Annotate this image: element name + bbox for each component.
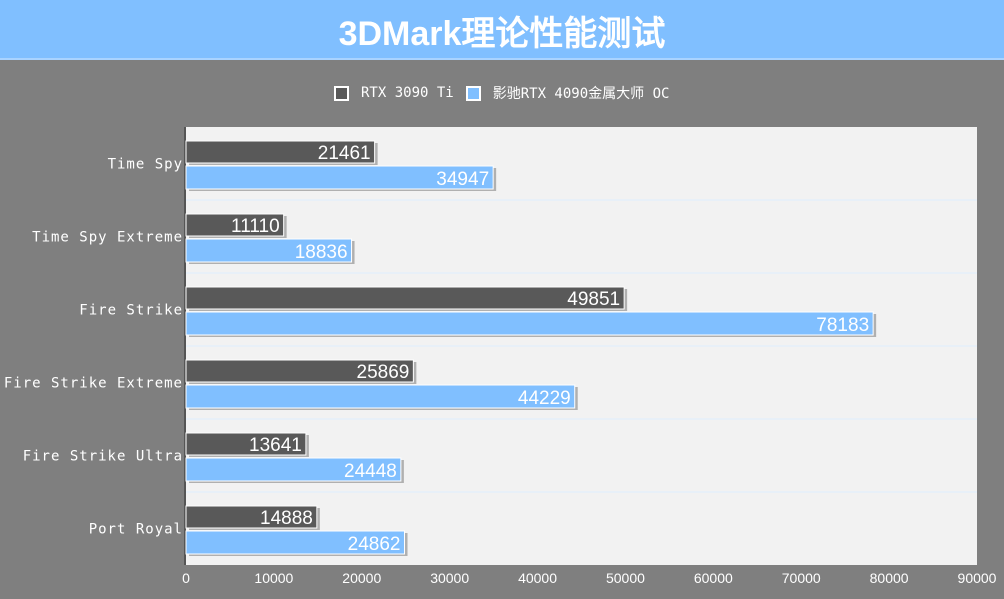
legend: RTX 3090 Ti 影驰RTX 4090金属大师 OC [334,83,669,103]
data-label: 24862 [348,534,401,555]
x-tick-label: 50000 [606,570,645,586]
legend-label-rtx3090ti: RTX 3090 Ti [361,85,454,101]
x-tick-label: 10000 [254,570,293,586]
data-label: 44229 [518,388,571,409]
data-label: 14888 [260,508,313,529]
bar-rtx4090 [185,311,874,336]
category-label: Time Spy Extreme [32,230,183,246]
x-tick-label: 20000 [342,570,381,586]
data-label: 18836 [295,242,348,263]
x-tick-label: 30000 [430,570,469,586]
bar-rtx3090ti [185,140,376,164]
data-label: 11110 [231,216,280,237]
category-label: Fire Strike Ultra [23,449,183,465]
bar-rtx4090 [185,457,402,482]
title-bar: 3DMark理论性能测试 [0,0,1004,60]
category-label: Time Spy [108,157,183,173]
bar-rtx3090ti [185,505,318,529]
category-label: Fire Strike [79,303,183,319]
x-tick-label: 90000 [958,570,997,586]
data-label: 25869 [357,362,410,383]
chart-title: 3DMark理论性能测试 [338,15,666,53]
x-tick-label: 60000 [694,570,733,586]
legend-label-rtx4090: 影驰RTX 4090金属大师 OC [492,86,670,102]
x-tick-label: 70000 [782,570,821,586]
bar-rtx3090ti [185,213,285,237]
category-label: Port Royal [89,522,183,538]
x-tick-label: 0 [182,570,190,586]
legend-swatch-rtx4090 [465,85,481,101]
x-tick-label: 40000 [518,570,557,586]
data-label: 34947 [436,169,489,190]
data-label: 49851 [567,289,620,310]
data-label: 78183 [816,315,869,336]
data-label: 21461 [318,143,371,164]
category-label: Fire Strike Extreme [4,376,183,392]
bar-rtx3090ti [185,286,625,310]
bar-rtx4090 [185,530,406,555]
bar-rtx4090 [185,165,494,190]
x-tick-label: 80000 [870,570,909,586]
data-label: 13641 [249,435,302,456]
legend-swatch-rtx3090ti [334,85,349,101]
bar-rtx3090ti [185,359,414,383]
bar-rtx4090 [185,384,576,409]
bar-rtx3090ti [185,432,307,456]
data-label: 24448 [344,461,397,482]
bar-rtx4090 [185,238,353,263]
